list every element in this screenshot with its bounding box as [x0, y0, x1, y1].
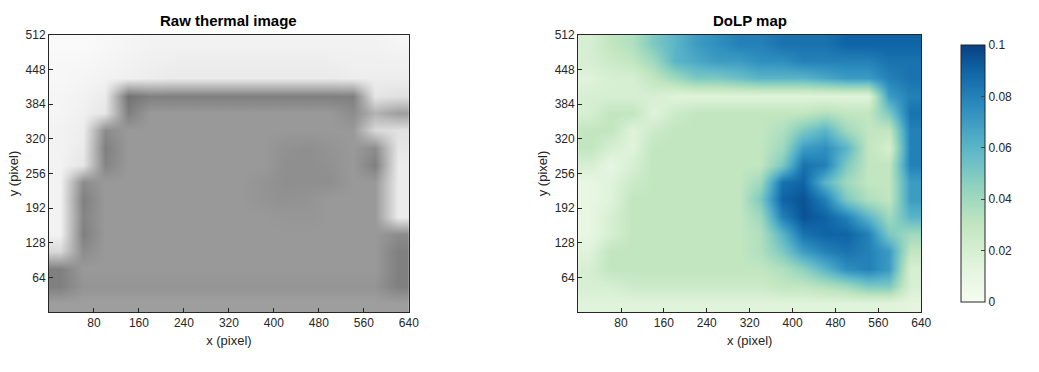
svg-text:160: 160: [654, 316, 674, 330]
svg-text:320: 320: [219, 316, 239, 330]
svg-text:512: 512: [26, 28, 46, 42]
svg-text:640: 640: [911, 316, 931, 330]
svg-text:192: 192: [26, 201, 46, 215]
svg-text:400: 400: [264, 316, 284, 330]
svg-text:512: 512: [555, 28, 575, 42]
svg-text:0.08: 0.08: [988, 90, 1012, 104]
svg-text:560: 560: [354, 316, 374, 330]
svg-text:0.02: 0.02: [988, 244, 1012, 258]
svg-text:y (pixel): y (pixel): [6, 151, 21, 197]
svg-text:480: 480: [309, 316, 329, 330]
svg-text:0.06: 0.06: [988, 141, 1012, 155]
svg-text:320: 320: [740, 316, 760, 330]
svg-text:128: 128: [26, 236, 46, 250]
svg-text:0.04: 0.04: [988, 192, 1012, 206]
svg-text:256: 256: [26, 167, 46, 181]
svg-text:256: 256: [555, 167, 575, 181]
svg-text:80: 80: [614, 316, 628, 330]
svg-text:160: 160: [129, 316, 149, 330]
svg-text:y (pixel): y (pixel): [535, 151, 550, 197]
svg-text:400: 400: [783, 316, 803, 330]
svg-text:Raw thermal image: Raw thermal image: [160, 12, 297, 29]
svg-text:x (pixel): x (pixel): [727, 333, 773, 348]
svg-text:448: 448: [26, 63, 46, 77]
svg-text:384: 384: [26, 97, 46, 111]
svg-text:128: 128: [555, 236, 575, 250]
svg-text:80: 80: [87, 316, 101, 330]
svg-text:240: 240: [174, 316, 194, 330]
svg-text:0.1: 0.1: [988, 38, 1005, 52]
svg-text:320: 320: [26, 132, 46, 146]
svg-text:320: 320: [555, 132, 575, 146]
svg-text:640: 640: [399, 316, 419, 330]
svg-text:64: 64: [561, 271, 575, 285]
svg-text:0: 0: [988, 295, 995, 309]
svg-text:DoLP map: DoLP map: [713, 12, 787, 29]
svg-text:480: 480: [825, 316, 845, 330]
svg-text:64: 64: [32, 271, 46, 285]
svg-text:240: 240: [697, 316, 717, 330]
svg-text:384: 384: [555, 97, 575, 111]
svg-text:560: 560: [868, 316, 888, 330]
svg-text:448: 448: [555, 63, 575, 77]
svg-text:192: 192: [555, 201, 575, 215]
svg-text:x (pixel): x (pixel): [206, 333, 252, 348]
